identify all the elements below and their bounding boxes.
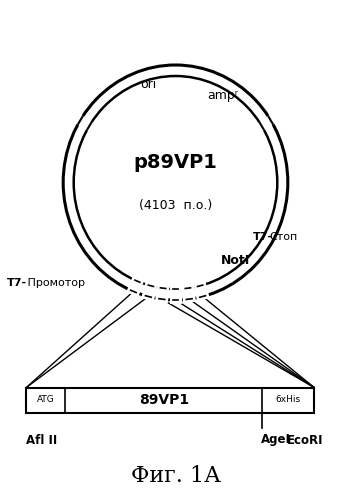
Text: 6xHis: 6xHis (276, 396, 301, 404)
Text: NotI: NotI (221, 254, 250, 268)
Text: (4103  п.о.): (4103 п.о.) (139, 198, 212, 211)
Bar (26, 388, 314, 412)
Text: T7-: T7- (253, 232, 273, 242)
Text: ampʳ: ampʳ (207, 88, 238, 102)
Text: Промотор: Промотор (24, 278, 85, 287)
Text: EcoRI: EcoRI (287, 434, 323, 446)
Text: ori: ori (140, 78, 157, 92)
Text: ATG: ATG (37, 396, 55, 404)
Text: 89VP1: 89VP1 (139, 393, 189, 407)
Text: Стоп: Стоп (270, 232, 298, 242)
Text: Afl II: Afl II (26, 434, 58, 446)
Text: Фиг. 1А: Фиг. 1А (131, 466, 220, 487)
Text: AgeI: AgeI (260, 434, 291, 446)
Text: p89VP1: p89VP1 (134, 153, 217, 172)
Text: T7-: T7- (7, 278, 27, 287)
